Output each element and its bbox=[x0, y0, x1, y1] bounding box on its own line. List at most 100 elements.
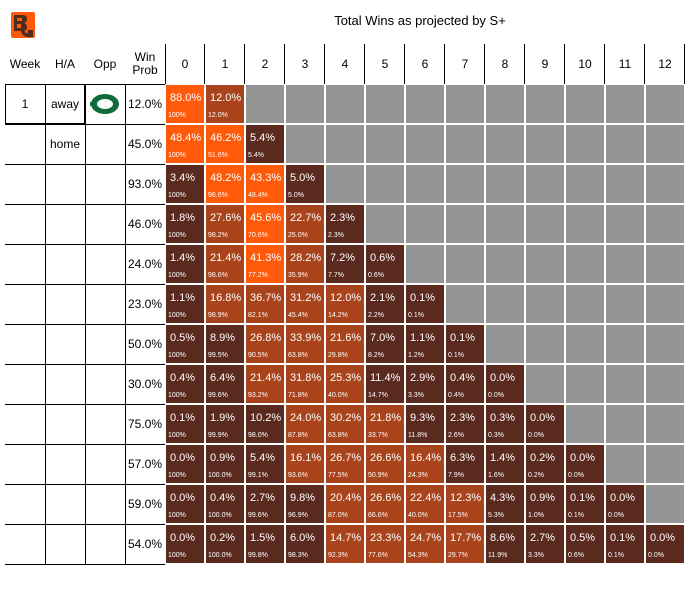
grid-line bbox=[524, 44, 525, 84]
cell-cumulative: 93.2% bbox=[248, 392, 268, 399]
heatmap-cell: 21.4% 93.2% bbox=[245, 364, 285, 404]
heatmap-cell: 0.3% 0.3% bbox=[485, 404, 525, 444]
heatmap-cell: 0.4% 100% bbox=[165, 364, 205, 404]
cell-probability: 48.2% bbox=[210, 172, 242, 184]
cell-cumulative: 0.2% bbox=[528, 472, 544, 479]
cell-probability: 1.1% bbox=[410, 332, 436, 344]
win-probability: 45.0% bbox=[127, 137, 163, 151]
heatmap-cell: 4.3% 5.3% bbox=[485, 484, 525, 524]
cell-probability: 0.0% bbox=[490, 372, 516, 384]
home-away-label: home bbox=[49, 137, 81, 151]
grid-line bbox=[444, 44, 445, 84]
cell-probability: 45.6% bbox=[250, 212, 282, 224]
empty-cell bbox=[565, 324, 605, 364]
cell-cumulative: 100% bbox=[168, 552, 186, 559]
cell-cumulative: 24.3% bbox=[408, 472, 428, 479]
heatmap-cell: 2.3% 2.3% bbox=[325, 204, 365, 244]
heatmap-cell: 12.0% 12.0% bbox=[205, 84, 245, 124]
cell-cumulative: 0.1% bbox=[568, 512, 584, 519]
empty-cell bbox=[405, 124, 445, 164]
column-header-wins-7: 7 bbox=[461, 56, 469, 71]
heatmap-cell: 41.3% 77.2% bbox=[245, 244, 285, 284]
heatmap-cell: 26.6% 50.9% bbox=[365, 444, 405, 484]
cell-cumulative: 0.4% bbox=[448, 392, 464, 399]
heatmap-cell: 2.1% 2.2% bbox=[365, 284, 405, 324]
cell-cumulative: 5.0% bbox=[288, 192, 304, 199]
cell-cumulative: 100% bbox=[168, 312, 186, 319]
cell-probability: 8.9% bbox=[210, 332, 236, 344]
heatmap-cell: 1.8% 100% bbox=[165, 204, 205, 244]
week-label bbox=[5, 244, 45, 284]
empty-cell bbox=[445, 124, 485, 164]
cell-probability: 1.4% bbox=[490, 452, 516, 464]
cell-cumulative: 0.0% bbox=[648, 552, 664, 559]
cell-probability: 25.3% bbox=[330, 372, 362, 384]
cell-probability: 46.2% bbox=[210, 132, 242, 144]
cell-probability: 21.4% bbox=[250, 372, 282, 384]
cell-probability: 2.1% bbox=[370, 292, 396, 304]
grid-line bbox=[5, 324, 165, 325]
cell-probability: 2.3% bbox=[450, 412, 476, 424]
cell-probability: 21.4% bbox=[210, 252, 242, 264]
cell-cumulative: 87.8% bbox=[288, 432, 308, 439]
heatmap-cell: 21.8% 33.7% bbox=[365, 404, 405, 444]
cell-cumulative: 66.6% bbox=[368, 512, 388, 519]
cell-probability: 2.9% bbox=[410, 372, 436, 384]
heatmap-cell: 3.4% 100% bbox=[165, 164, 205, 204]
heatmap-cell: 0.4% 0.4% bbox=[445, 364, 485, 404]
cell-cumulative: 71.8% bbox=[288, 392, 308, 399]
cell-probability: 0.9% bbox=[530, 492, 556, 504]
home-away-label bbox=[45, 204, 85, 244]
heatmap-cell: 0.0% 0.0% bbox=[645, 524, 685, 564]
cell-cumulative: 40.0% bbox=[408, 512, 428, 519]
cell-cumulative: 77.6% bbox=[368, 552, 388, 559]
win-probability: 57.0% bbox=[127, 457, 163, 471]
cell-probability: 0.0% bbox=[610, 492, 636, 504]
cell-cumulative: 33.7% bbox=[368, 432, 388, 439]
cell-probability: 24.7% bbox=[410, 532, 442, 544]
cell-cumulative: 2.6% bbox=[448, 432, 464, 439]
cell-probability: 20.4% bbox=[330, 492, 362, 504]
cell-cumulative: 98.6% bbox=[208, 272, 228, 279]
cell-probability: 9.3% bbox=[410, 412, 436, 424]
cell-probability: 26.8% bbox=[250, 332, 282, 344]
cell-probability: 5.4% bbox=[250, 132, 276, 144]
cell-probability: 1.4% bbox=[170, 252, 196, 264]
cell-cumulative: 54.3% bbox=[408, 552, 428, 559]
empty-cell bbox=[485, 124, 525, 164]
empty-cell bbox=[645, 364, 685, 404]
week1-highlight-box bbox=[5, 84, 85, 124]
empty-cell bbox=[485, 244, 525, 284]
cell-cumulative: 1.2% bbox=[408, 352, 424, 359]
grid-line bbox=[484, 44, 485, 84]
cell-cumulative: 100% bbox=[168, 192, 186, 199]
cell-probability: 0.0% bbox=[170, 452, 196, 464]
cell-cumulative: 100% bbox=[168, 432, 186, 439]
home-away-label bbox=[45, 404, 85, 444]
heatmap-cell: 1.4% 100% bbox=[165, 244, 205, 284]
heatmap-cell: 1.1% 1.2% bbox=[405, 324, 445, 364]
cell-probability: 23.3% bbox=[370, 532, 402, 544]
cell-cumulative: 3.3% bbox=[528, 552, 544, 559]
heatmap-cell: 0.0% 0.0% bbox=[565, 444, 605, 484]
cell-cumulative: 100% bbox=[168, 352, 186, 359]
header-win-prob: Win Prob bbox=[132, 50, 158, 77]
heatmap-cell: 2.7% 3.3% bbox=[525, 524, 565, 564]
cell-cumulative: 100% bbox=[168, 512, 186, 519]
empty-cell bbox=[605, 364, 645, 404]
home-away-label bbox=[45, 484, 85, 524]
week-label bbox=[5, 444, 45, 484]
heatmap-cell: 0.9% 1.0% bbox=[525, 484, 565, 524]
cell-probability: 0.0% bbox=[530, 412, 556, 424]
cell-probability: 0.0% bbox=[570, 452, 596, 464]
cell-cumulative: 63.8% bbox=[288, 352, 308, 359]
cell-probability: 1.8% bbox=[170, 212, 196, 224]
cell-probability: 3.4% bbox=[170, 172, 196, 184]
cell-probability: 7.2% bbox=[330, 252, 356, 264]
home-away-label bbox=[45, 364, 85, 404]
cell-cumulative: 14.2% bbox=[328, 312, 348, 319]
heatmap-cell: 2.7% 99.6% bbox=[245, 484, 285, 524]
column-header-wins-3: 3 bbox=[301, 56, 309, 71]
cell-probability: 0.3% bbox=[490, 412, 516, 424]
heatmap-cell: 5.0% 5.0% bbox=[285, 164, 325, 204]
